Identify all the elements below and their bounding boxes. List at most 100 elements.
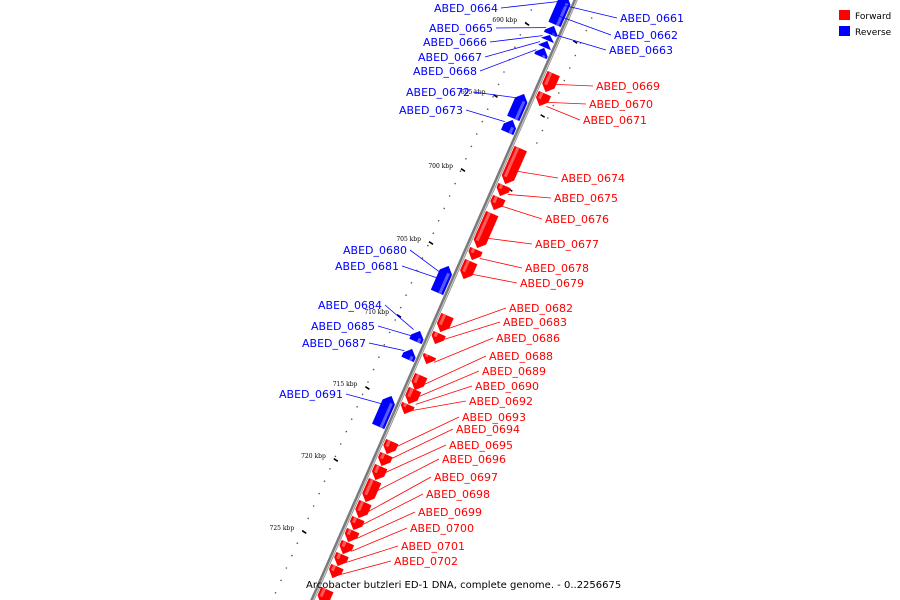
reverse-gene[interactable] xyxy=(371,395,395,430)
leader-line xyxy=(385,444,447,473)
forward-gene[interactable] xyxy=(460,258,478,280)
forward-gene-shine xyxy=(357,501,364,512)
gene-label[interactable]: ABED_0691 xyxy=(279,388,343,401)
forward-gene[interactable] xyxy=(349,515,365,531)
gene-label[interactable]: ABED_0700 xyxy=(410,522,474,535)
gene-label[interactable]: ABED_0696 xyxy=(442,453,506,466)
gene-label[interactable]: ABED_0669 xyxy=(596,80,660,93)
reverse-gene[interactable] xyxy=(507,93,528,122)
forward-gene-shine xyxy=(352,517,357,524)
leader-line xyxy=(346,545,399,563)
gene-label[interactable]: ABED_0674 xyxy=(561,172,625,185)
reverse-gene[interactable] xyxy=(534,47,548,60)
gene-label[interactable]: ABED_0699 xyxy=(418,506,482,519)
gene-label[interactable]: ABED_0681 xyxy=(335,260,399,273)
gene-label[interactable]: ABED_0693 xyxy=(462,411,526,424)
gene-label[interactable]: ABED_0702 xyxy=(394,555,458,568)
scale-dot xyxy=(476,133,478,135)
reverse-gene[interactable] xyxy=(401,348,416,363)
gene-label[interactable]: ABED_0687 xyxy=(302,337,366,350)
scale-dot xyxy=(405,294,407,297)
gene-label[interactable]: ABED_0682 xyxy=(509,302,573,315)
leader-line xyxy=(556,3,618,19)
gene-label[interactable]: ABED_0695 xyxy=(449,439,513,452)
gene-label[interactable]: ABED_0683 xyxy=(503,316,567,329)
gene-label[interactable]: ABED_0677 xyxy=(535,238,599,251)
tick-label: 720 kbp xyxy=(301,453,326,460)
gene-label[interactable]: ABED_0667 xyxy=(418,51,482,64)
forward-gene[interactable] xyxy=(496,182,511,197)
reverse-gene[interactable] xyxy=(548,0,571,28)
leader-line xyxy=(517,171,559,179)
gene-label[interactable]: ABED_0689 xyxy=(482,365,546,378)
gene-label[interactable]: ABED_0698 xyxy=(426,488,490,501)
forward-gene-shine xyxy=(380,453,386,460)
gene-label[interactable]: ABED_0661 xyxy=(620,12,684,25)
forward-gene[interactable] xyxy=(317,586,334,600)
forward-gene[interactable] xyxy=(371,463,388,481)
scale-dot xyxy=(356,406,358,408)
forward-gene[interactable] xyxy=(328,563,344,579)
forward-gene[interactable] xyxy=(334,551,349,567)
forward-gene[interactable] xyxy=(378,451,393,467)
tick-mark xyxy=(396,314,402,318)
gene-label[interactable]: ABED_0672 xyxy=(406,86,470,99)
gene-label[interactable]: ABED_0680 xyxy=(343,244,407,257)
forward-gene-shine xyxy=(364,479,374,496)
forward-gene-shine xyxy=(319,588,326,598)
reverse-gene[interactable] xyxy=(537,40,551,51)
gene-label[interactable]: ABED_0670 xyxy=(589,98,653,111)
forward-gene[interactable] xyxy=(405,386,422,405)
leader-line xyxy=(362,493,424,525)
forward-gene[interactable] xyxy=(542,70,560,93)
forward-gene[interactable] xyxy=(468,246,483,261)
forward-gene[interactable] xyxy=(344,527,360,543)
forward-gene[interactable] xyxy=(339,539,355,555)
forward-gene[interactable] xyxy=(400,401,415,415)
scale-dot xyxy=(590,17,593,19)
leader-line xyxy=(368,342,405,351)
forward-gene[interactable] xyxy=(383,438,399,455)
scale-dot xyxy=(563,79,566,82)
forward-gene[interactable] xyxy=(490,194,506,211)
gene-label[interactable]: ABED_0684 xyxy=(318,299,382,312)
gene-label[interactable]: ABED_0688 xyxy=(489,350,553,363)
tick-label: 710 kbp xyxy=(364,309,389,316)
reverse-gene[interactable] xyxy=(540,34,555,44)
gene-label[interactable]: ABED_0685 xyxy=(311,320,375,333)
scale-ticks: 690 kbp 695 kbp 700 kbp 705 kbp 710 kbp 715 k… xyxy=(270,17,578,534)
gene-label[interactable]: ABED_0694 xyxy=(456,423,520,436)
gene-label[interactable]: ABED_0690 xyxy=(475,380,539,393)
reverse-gene[interactable] xyxy=(430,265,453,296)
forward-gene[interactable] xyxy=(422,352,437,365)
gene-label[interactable]: ABED_0662 xyxy=(614,29,678,42)
forward-gene[interactable] xyxy=(355,499,372,519)
leader-line xyxy=(391,428,454,459)
scale-dot xyxy=(323,480,326,483)
forward-gene[interactable] xyxy=(362,477,382,503)
forward-gene[interactable] xyxy=(436,312,454,333)
gene-label[interactable]: ABED_0676 xyxy=(545,213,609,226)
gene-label[interactable]: ABED_0678 xyxy=(525,262,589,275)
forward-gene[interactable] xyxy=(411,372,428,391)
gene-label[interactable]: ABED_0701 xyxy=(401,540,465,553)
gene-label[interactable]: ABED_0663 xyxy=(609,44,673,57)
forward-gene[interactable] xyxy=(473,210,499,249)
gene-label[interactable]: ABED_0692 xyxy=(469,395,533,408)
reverse-gene[interactable] xyxy=(409,330,424,345)
scale-dot xyxy=(465,158,467,160)
gene-label[interactable]: ABED_0697 xyxy=(434,471,498,484)
gene-label[interactable]: ABED_0679 xyxy=(520,277,584,290)
gene-label[interactable]: ABED_0665 xyxy=(429,22,493,35)
gene-label[interactable]: ABED_0668 xyxy=(413,65,477,78)
forward-gene[interactable] xyxy=(535,90,552,107)
gene-label[interactable]: ABED_0671 xyxy=(583,114,647,127)
reverse-gene[interactable] xyxy=(500,119,517,136)
forward-gene[interactable] xyxy=(501,145,528,185)
gene-label[interactable]: ABED_0675 xyxy=(554,192,618,205)
gene-label[interactable]: ABED_0686 xyxy=(496,332,560,345)
forward-gene[interactable] xyxy=(431,330,446,345)
gene-label[interactable]: ABED_0664 xyxy=(434,2,498,15)
gene-label[interactable]: ABED_0666 xyxy=(423,36,487,49)
gene-label[interactable]: ABED_0673 xyxy=(399,104,463,117)
